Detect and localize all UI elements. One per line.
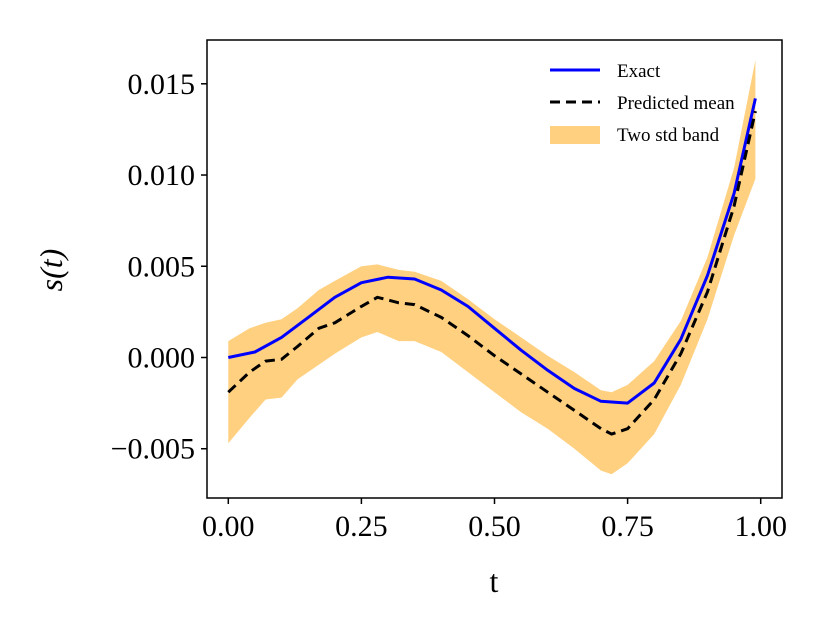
x-tick-label: 0.75 bbox=[601, 510, 654, 543]
series-predicted-mean bbox=[227, 110, 757, 436]
legend-label-predicted-mean: Predicted mean bbox=[617, 93, 735, 114]
x-tick-label: 0.25 bbox=[335, 510, 388, 543]
y-tick-label: 0.000 bbox=[128, 341, 196, 374]
x-axis-label: t bbox=[490, 563, 499, 599]
x-tick-label: 1.00 bbox=[734, 510, 787, 543]
series-exact bbox=[227, 98, 757, 405]
plot-area bbox=[227, 60, 757, 475]
legend-swatch-two-std-band bbox=[550, 126, 600, 144]
x-tick-label: 0.00 bbox=[202, 510, 255, 543]
x-tick-label: 0.50 bbox=[468, 510, 521, 543]
y-axis-label: s(t) bbox=[33, 249, 69, 292]
y-tick-label: −0.005 bbox=[111, 433, 195, 466]
ticks: 0.00 0.25 0.50 0.75 1.00 −0.005 0.000 0.005 0.01… bbox=[111, 68, 787, 543]
legend-label-two-std-band: Two std band bbox=[617, 125, 720, 146]
series-two-std-band bbox=[228, 60, 756, 475]
y-tick-label: 0.015 bbox=[128, 68, 196, 101]
y-tick-label: 0.010 bbox=[128, 159, 196, 192]
legend: Exact Predicted mean Two std band bbox=[550, 61, 735, 146]
y-tick-label: 0.005 bbox=[128, 250, 196, 283]
legend-label-exact: Exact bbox=[617, 61, 661, 82]
